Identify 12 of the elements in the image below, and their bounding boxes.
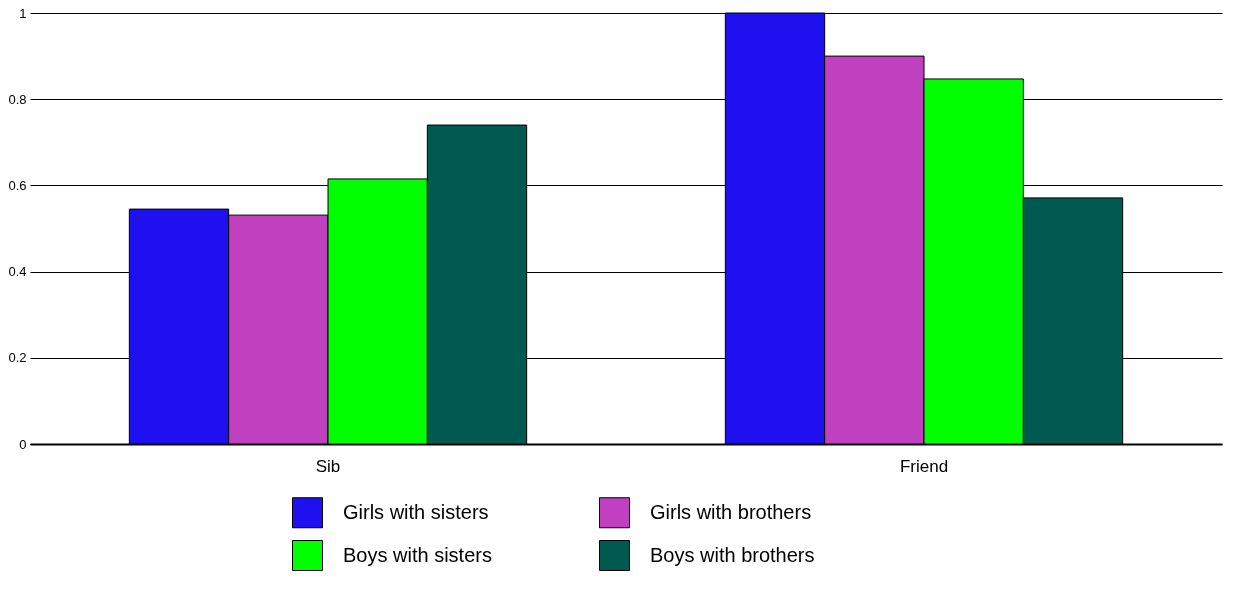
y-tick-label: 0.6	[8, 177, 27, 193]
legend-label: Boys with sisters	[343, 543, 492, 566]
x-tick-label: Friend	[899, 456, 949, 476]
y-tick-label: 0.2	[8, 350, 27, 366]
legend-label: Girls with brothers	[650, 500, 812, 523]
y-tick-label: 0	[19, 436, 27, 452]
y-tick-label: 0.8	[8, 91, 27, 107]
y-tick-label: 0.4	[8, 264, 27, 280]
y-tick-label: 1	[19, 5, 27, 21]
legend-label: Boys with brothers	[650, 543, 815, 566]
x-tick-label: Sib	[315, 456, 341, 476]
legend-label: Girls with sisters	[343, 500, 489, 523]
